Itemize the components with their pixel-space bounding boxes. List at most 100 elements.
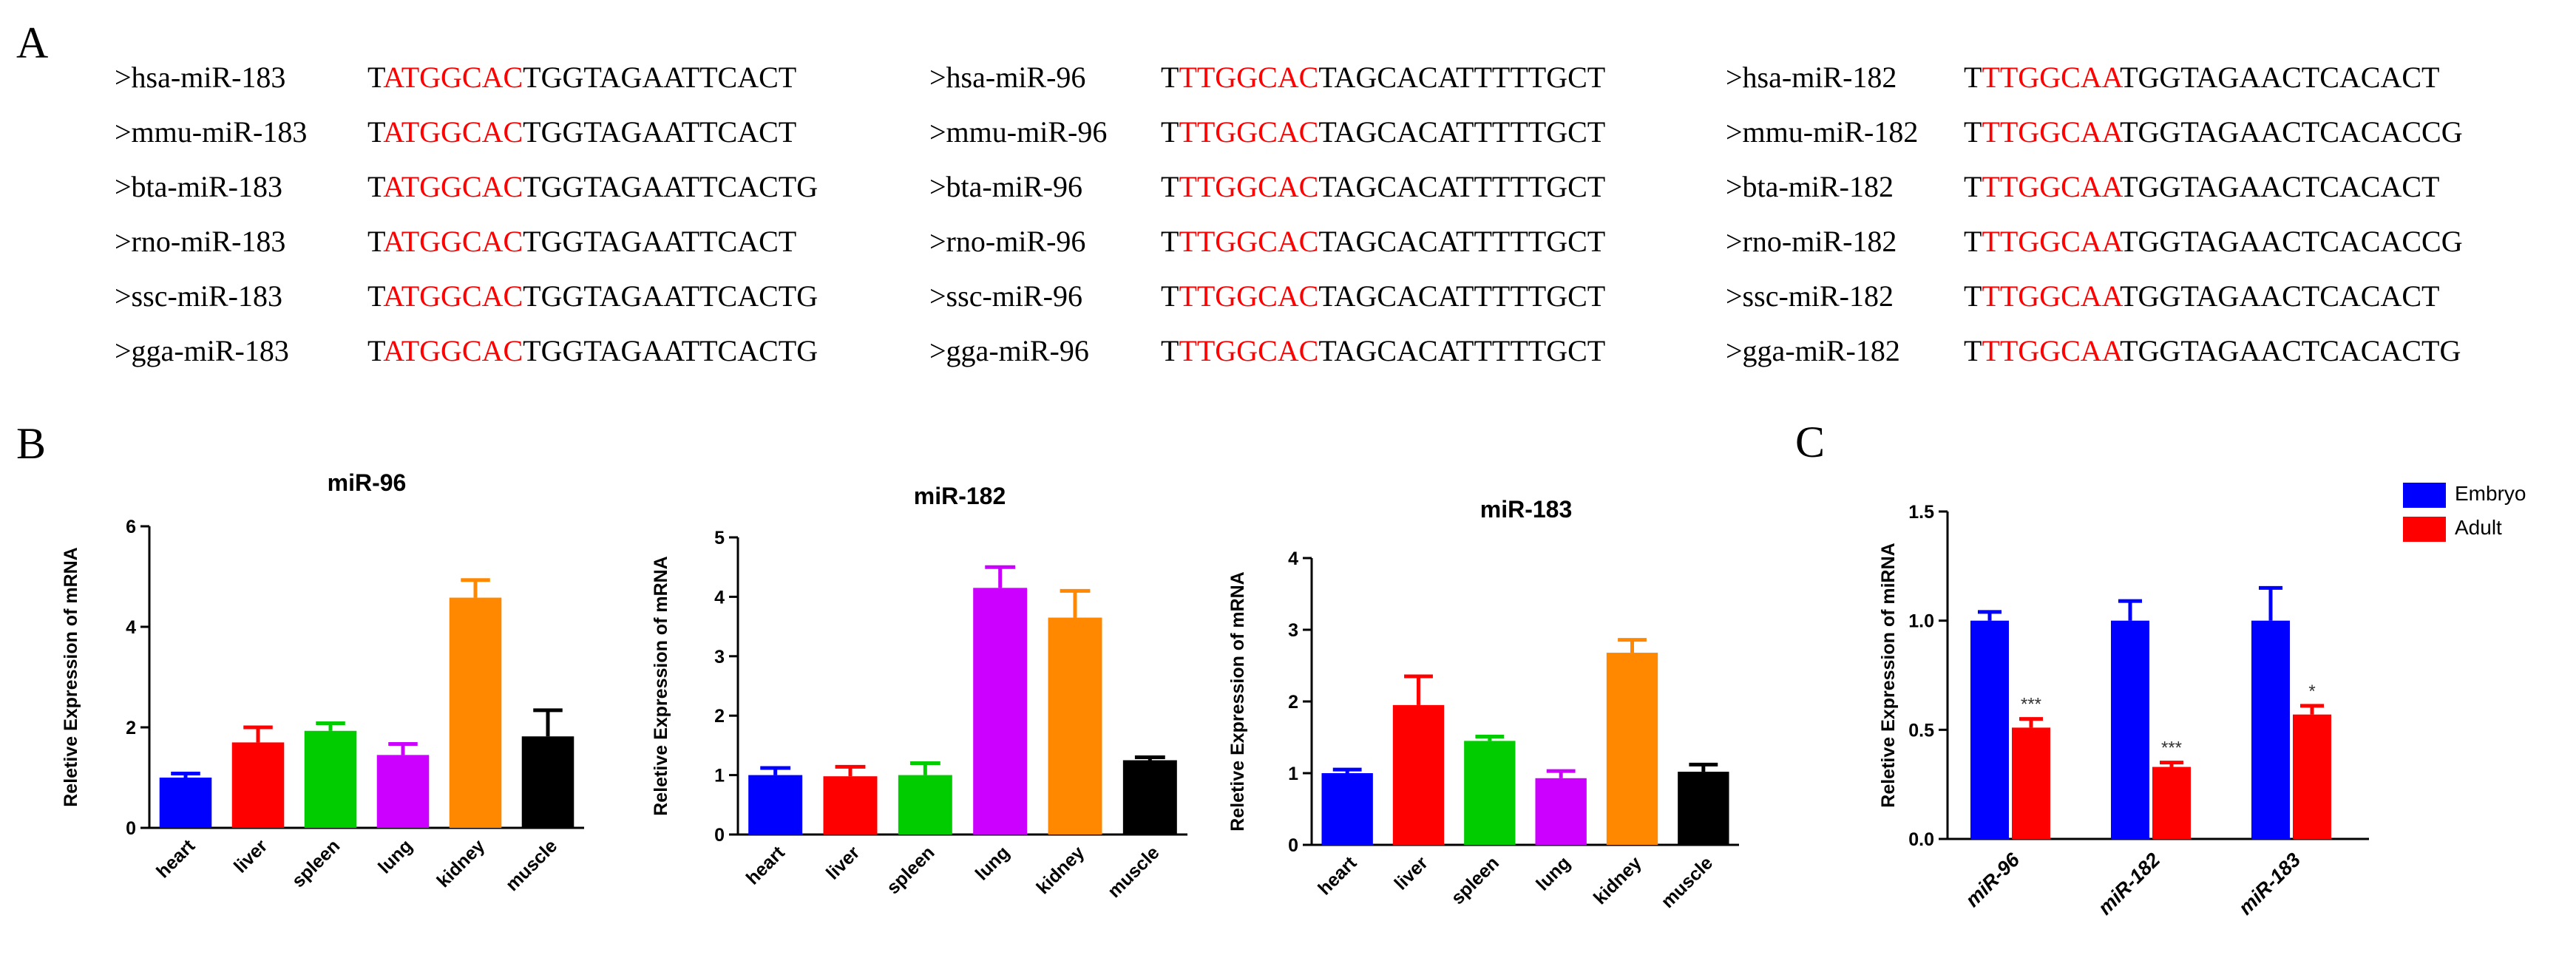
sequence-rest: TAGCACATTTTTGCT: [1318, 225, 1605, 258]
seed-region: ATGGCAC: [383, 115, 523, 149]
seed-region: TTGGCAA: [1982, 170, 2123, 203]
sequence-rest: TGGTAGAATTCACT: [523, 115, 796, 149]
legend-swatch-embryo: [2403, 483, 2446, 508]
seed-region: ATGGCAC: [383, 334, 523, 367]
y-tick-label: 4: [1288, 548, 1298, 569]
chart-title: miR-183: [1480, 496, 1573, 523]
bar-muscle: [521, 736, 574, 828]
sequence-rest: TGGTAGAATTCACT: [523, 61, 796, 94]
sequence-prefix: T: [1964, 225, 1982, 258]
sequence-prefix: T: [367, 115, 385, 149]
bar-heart: [159, 778, 212, 828]
sequence-name: >gga-miR-96: [929, 334, 1089, 367]
x-tick-label: spleen: [1447, 852, 1503, 908]
y-tick-label: 3: [1288, 620, 1298, 641]
sequence-name: >mmu-miR-96: [929, 115, 1107, 149]
chart-mir-182: miR-182 0 1 2 3 4 5 Reletive Expression of mRNA…: [651, 483, 1187, 902]
y-tick-label: 2: [1288, 692, 1298, 713]
y-tick-label: 0: [126, 818, 136, 839]
sequence-name: >rno-miR-96: [929, 225, 1085, 258]
sequence-name: >bta-miR-182: [1726, 170, 1894, 203]
sequence: TTTGGCACTAGCACATTTTTGCT: [1161, 279, 1605, 313]
seed-region: ATGGCAC: [383, 170, 523, 203]
sequence-rest: TAGCACATTTTTGCT: [1318, 170, 1605, 203]
sequence-name: >hsa-miR-183: [115, 61, 285, 94]
panel-label-b: B: [16, 419, 46, 468]
seed-region: TTGGCAC: [1179, 170, 1318, 203]
sequence-name: >hsa-miR-182: [1726, 61, 1897, 94]
bar-lung: [1535, 778, 1587, 845]
y-tick-label: 1.5: [1908, 502, 1934, 523]
x-tick-label: lung: [374, 835, 416, 877]
sequence: TATGGCACTGGTAGAATTCACTG: [367, 170, 818, 203]
bar-spleen: [898, 775, 952, 835]
y-tick-label: 2: [126, 718, 136, 738]
y-tick-label: 0.5: [1908, 720, 1934, 741]
panel-label-c: C: [1795, 418, 1825, 466]
y-tick-label: 3: [714, 647, 725, 667]
y-axis-label: Reletive Expression of mRNA: [1227, 571, 1248, 832]
y-tick-label: 0: [714, 825, 725, 846]
chart-title: miR-96: [328, 469, 407, 496]
seed-region: TTGGCAA: [1982, 225, 2123, 258]
sequence-prefix: T: [1161, 115, 1179, 149]
sequence-prefix: T: [1964, 279, 1982, 313]
y-tick-label: 1: [714, 766, 725, 786]
bar-adult-miR-183: [2293, 714, 2331, 839]
y-tick-label: 4: [126, 617, 136, 638]
bar-muscle: [1678, 772, 1729, 845]
chart-mir-183: miR-183 0 1 2 3 4 Reletive Expression of mRNA h…: [1227, 496, 1739, 912]
x-tick-label: miR-183: [2234, 849, 2305, 919]
seed-region: ATGGCAC: [383, 61, 523, 94]
sequence-name: >gga-miR-182: [1726, 334, 1900, 367]
sequence-name: >ssc-miR-182: [1726, 279, 1894, 313]
sequence: TTTGGCACTAGCACATTTTTGCT: [1161, 334, 1605, 367]
bar-adult-miR-96: [2012, 727, 2050, 839]
bar-embryo-miR-182: [2111, 620, 2149, 839]
panel-label-a: A: [16, 18, 48, 67]
y-tick-label: 1: [1288, 764, 1298, 784]
x-tick-label: miR-96: [1961, 848, 2024, 911]
bar-embryo-miR-96: [1970, 620, 2009, 839]
x-tick-label: liver: [230, 835, 271, 877]
sequence: TTTGGCAATGGTAGAACTCACACT: [1964, 170, 2439, 203]
seed-region: TTGGCAA: [1982, 61, 2123, 94]
significance-marker: ***: [2161, 738, 2182, 758]
chart-mir-96: miR-96 0 2 4 6 Reletive Expression of mRNA hea…: [61, 469, 584, 895]
sequence: TTTGGCAATGGTAGAACTCACACCG: [1964, 225, 2463, 258]
bar-kidney: [449, 597, 502, 828]
sequence: TTTGGCAATGGTAGAACTCACACCG: [1964, 115, 2463, 149]
seed-region: TTGGCAC: [1179, 334, 1318, 367]
sequence-rest: TGGTAGAACTCACACCG: [2120, 115, 2462, 149]
sequence: TTTGGCAATGGTAGAACTCACACT: [1964, 61, 2439, 94]
y-tick-label: 0.0: [1908, 829, 1934, 850]
bar-spleen: [304, 730, 357, 828]
sequence-prefix: T: [1161, 279, 1179, 313]
y-tick-label: 2: [714, 706, 725, 727]
sequence-name: >rno-miR-182: [1726, 225, 1897, 258]
sequence-prefix: T: [367, 334, 385, 367]
bar-kidney: [1606, 653, 1658, 845]
sequence-rest: TGGTAGAACTCACACT: [2120, 61, 2439, 94]
sequence-prefix: T: [367, 61, 385, 94]
sequence-prefix: T: [367, 225, 385, 258]
sequence-prefix: T: [1161, 334, 1179, 367]
sequence-name: >gga-miR-183: [115, 334, 289, 367]
sequence: TATGGCACTGGTAGAATTCACTG: [367, 334, 818, 367]
y-axis-label: Reletive Expression of mRNA: [61, 547, 81, 807]
x-tick-label: liver: [822, 842, 864, 883]
y-tick-label: 4: [714, 587, 725, 608]
sequence-name: >hsa-miR-96: [929, 61, 1085, 94]
sequence-name: >ssc-miR-96: [929, 279, 1082, 313]
seed-region: TTGGCAC: [1179, 115, 1318, 149]
sequence-prefix: T: [1161, 170, 1179, 203]
bar-lung: [973, 588, 1028, 835]
sequence-rest: TGGTAGAACTCACACCG: [2120, 225, 2462, 258]
sequence-rest: TAGCACATTTTTGCT: [1318, 334, 1605, 367]
legend-label: Embryo: [2455, 482, 2526, 505]
seed-region: TTGGCAA: [1982, 115, 2123, 149]
seed-region: TTGGCAC: [1179, 225, 1318, 258]
sequence-prefix: T: [1964, 170, 1982, 203]
bar-lung: [376, 755, 430, 828]
seed-region: TTGGCAC: [1179, 279, 1318, 313]
